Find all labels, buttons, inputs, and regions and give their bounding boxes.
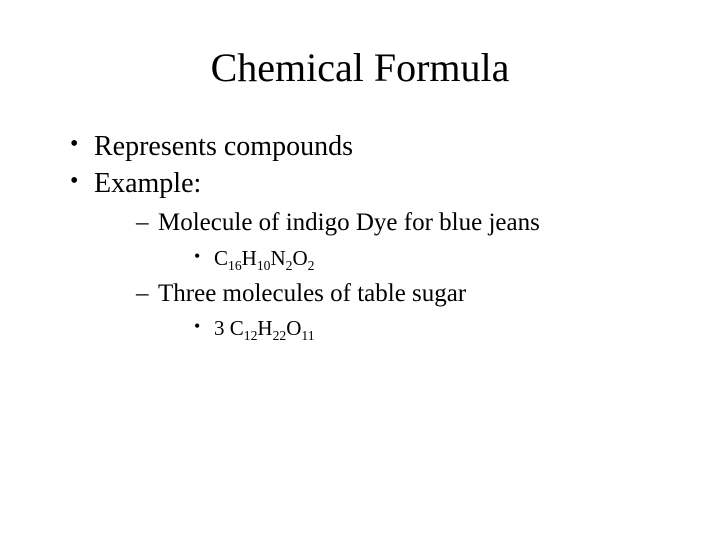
bullet-list-level3: 3 C12H22O11 <box>158 314 680 342</box>
bullet-list-level3: C16H10N2O2 <box>158 244 680 272</box>
bullet-text: Example: <box>94 168 201 199</box>
bullet-l3: C16H10N2O2 <box>194 244 680 272</box>
bullet-l2: Three molecules of table sugar 3 C12H22O… <box>136 278 680 343</box>
bullet-text: Represents compounds <box>94 131 353 162</box>
bullet-l3: 3 C12H22O11 <box>194 314 680 342</box>
bullet-l1: Example: Molecule of indigo Dye for blue… <box>70 166 680 343</box>
bullet-l2: Molecule of indigo Dye for blue jeans C1… <box>136 207 680 272</box>
bullet-list-level1: Represents compounds Example: Molecule o… <box>40 129 680 343</box>
bullet-list-level2: Molecule of indigo Dye for blue jeans C1… <box>94 207 680 343</box>
bullet-text: Molecule of indigo Dye for blue jeans <box>158 209 540 236</box>
bullet-l1: Represents compounds <box>70 129 680 164</box>
slide: Chemical Formula Represents compounds Ex… <box>0 0 720 540</box>
bullet-text: Three molecules of table sugar <box>158 280 466 307</box>
chemical-formula: 3 C12H22O11 <box>214 316 315 340</box>
slide-title: Chemical Formula <box>40 44 680 91</box>
chemical-formula: C16H10N2O2 <box>214 246 314 270</box>
